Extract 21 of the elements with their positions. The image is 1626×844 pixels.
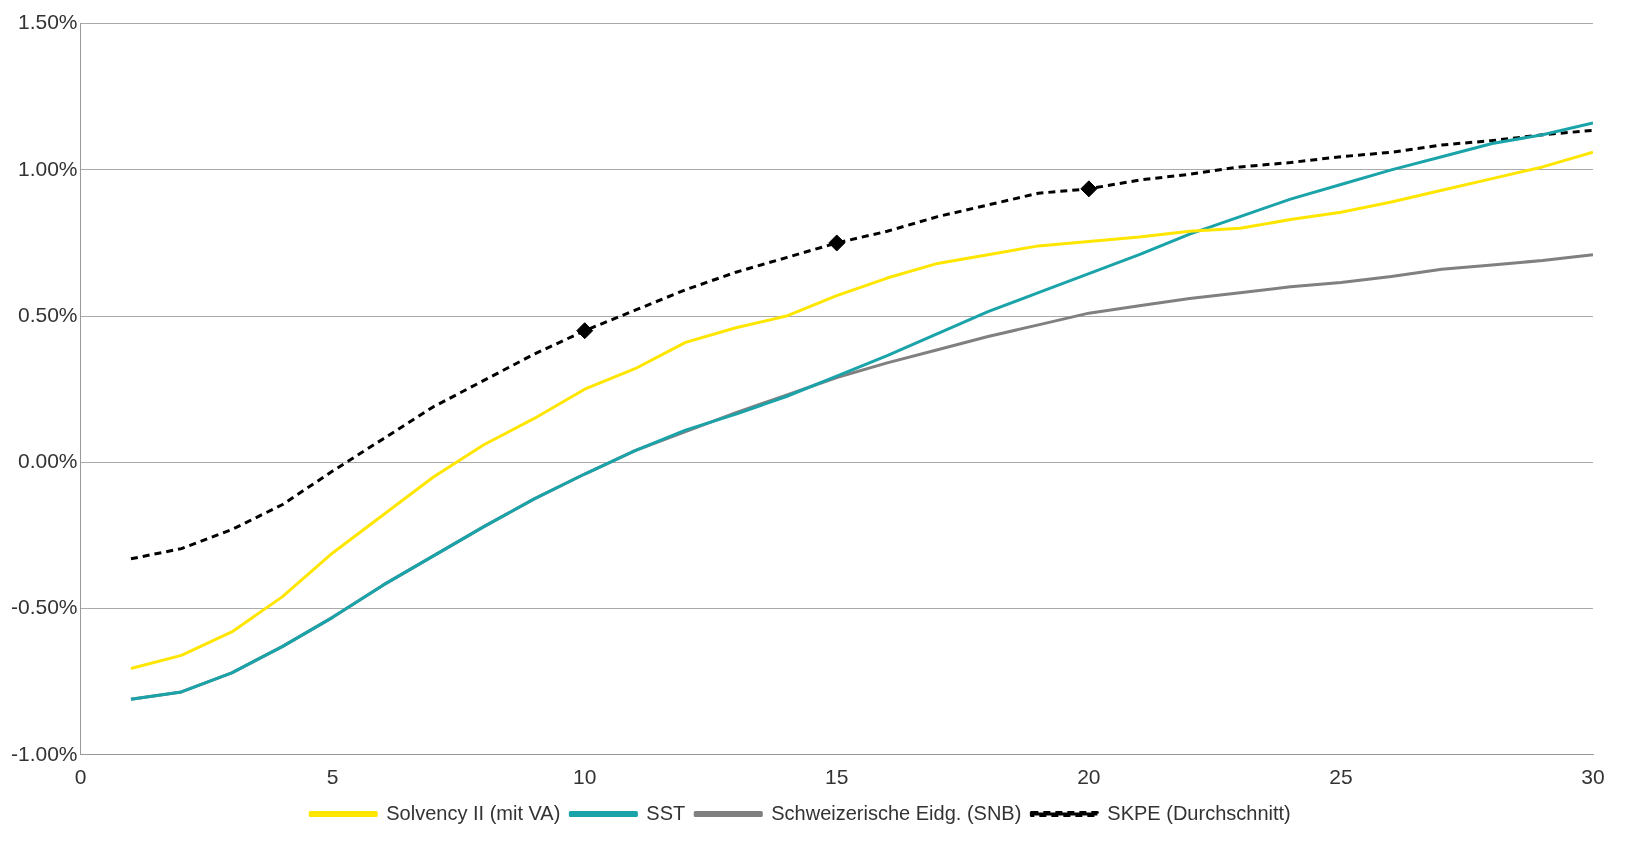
legend-label: Schweizerische Eidg. (SNB) [771, 801, 1022, 824]
y-tick-label: 0.50% [17, 302, 78, 326]
y-tick-label: 1.50% [17, 10, 78, 34]
y-tick-label: 1.00% [17, 156, 78, 180]
x-tick-label: 5 [326, 765, 339, 789]
y-tick-label: -0.50% [10, 595, 78, 619]
x-tick-label: 15 [825, 765, 849, 789]
legend-label: Solvency II (mit VA) [386, 801, 561, 824]
legend-label: SKPE (Durchschnitt) [1107, 801, 1291, 824]
x-tick-label: 25 [1329, 765, 1353, 789]
point [828, 234, 846, 252]
x-tick-label: 0 [74, 765, 87, 789]
point [1080, 180, 1098, 198]
y-tick-label: 0.00% [17, 449, 78, 473]
x-tick-label: 10 [573, 765, 597, 789]
y-tick-label: -1.00% [10, 741, 78, 765]
point [576, 322, 594, 340]
line-series [129, 128, 1593, 561]
x-tick-label: 30 [1581, 765, 1605, 789]
x-tick-label: 20 [1077, 765, 1101, 789]
legend-label: SST [646, 801, 686, 824]
